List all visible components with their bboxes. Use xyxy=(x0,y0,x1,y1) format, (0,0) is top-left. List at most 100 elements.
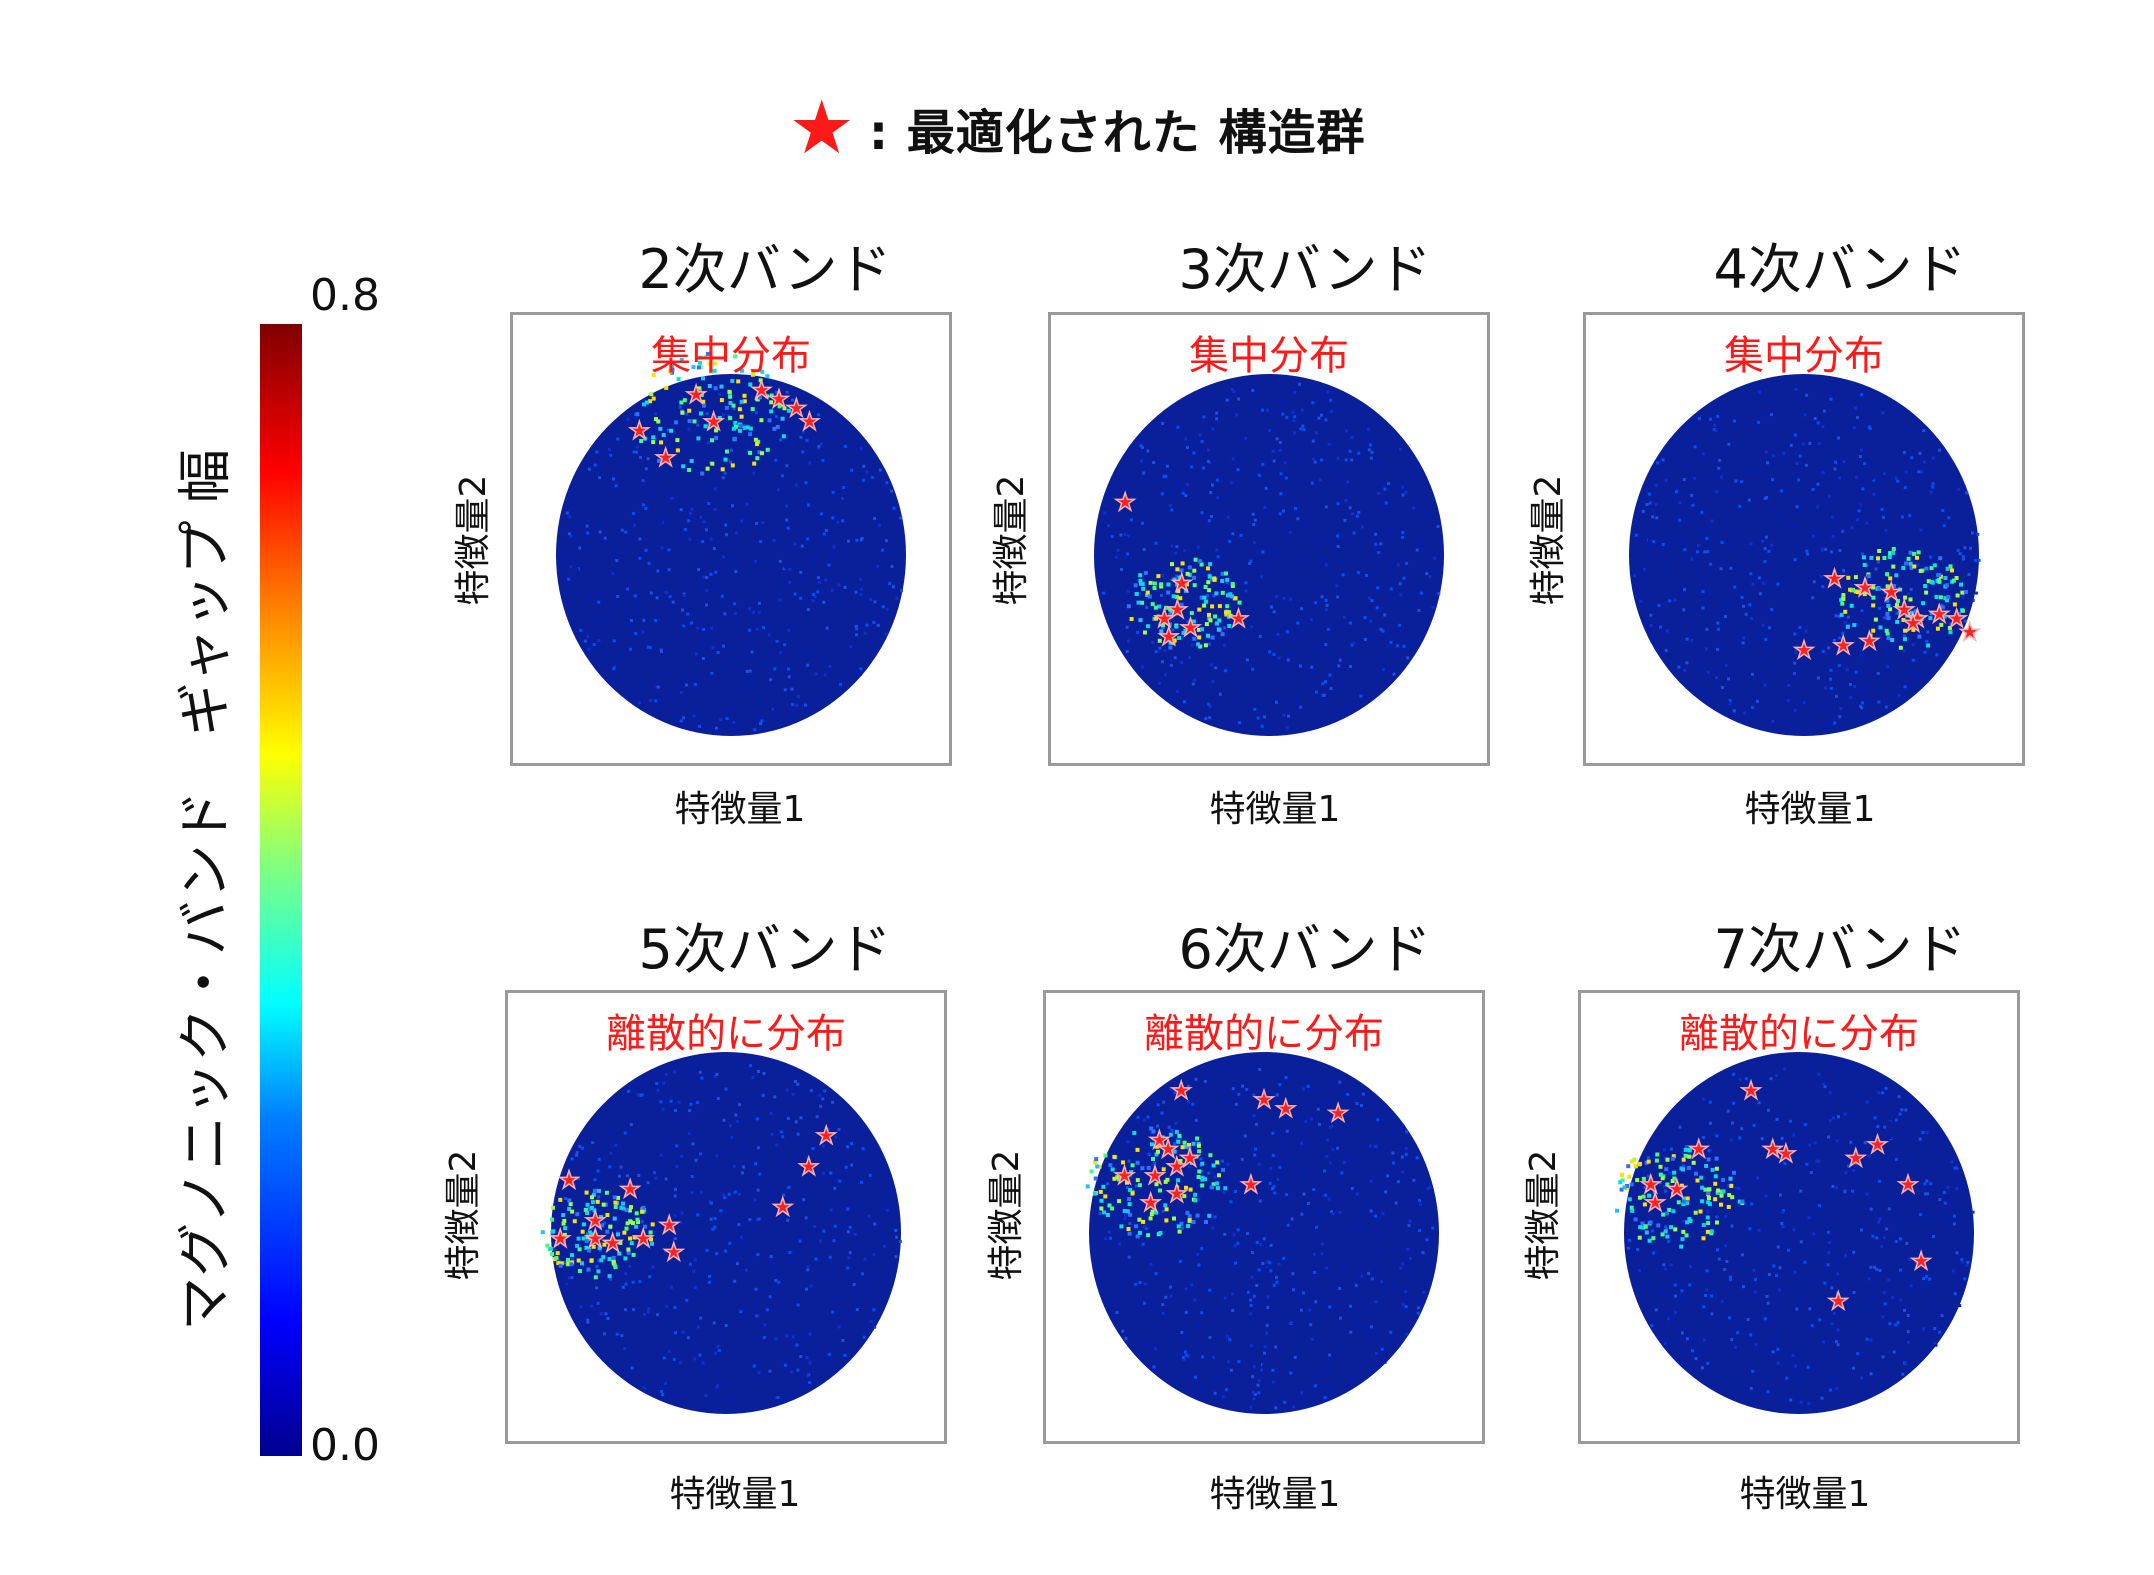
data-point xyxy=(1346,480,1350,484)
data-point xyxy=(1683,668,1687,672)
data-point xyxy=(1638,1268,1642,1272)
data-point xyxy=(1756,1208,1760,1212)
data-point xyxy=(1827,1135,1830,1139)
data-point xyxy=(783,643,787,647)
data-point xyxy=(1741,641,1745,645)
data-point xyxy=(1331,1148,1335,1152)
data-point xyxy=(1258,634,1262,638)
data-point xyxy=(579,628,583,632)
data-point-hot xyxy=(635,412,640,417)
data-point-hot xyxy=(554,1256,559,1260)
data-point xyxy=(709,572,713,576)
data-point xyxy=(722,1118,726,1122)
data-point-hot xyxy=(696,365,701,370)
data-point xyxy=(1258,1199,1262,1203)
data-point xyxy=(579,1305,583,1309)
data-point xyxy=(1932,1235,1936,1238)
data-point xyxy=(1687,647,1690,651)
data-point xyxy=(1257,1378,1261,1382)
data-point xyxy=(588,1223,592,1227)
data-point xyxy=(575,568,579,571)
data-point xyxy=(1897,693,1901,697)
data-point-hot xyxy=(708,419,713,424)
data-point xyxy=(809,1089,813,1093)
data-point xyxy=(1854,1155,1858,1159)
data-point-hot xyxy=(1705,1215,1710,1220)
data-point-hot xyxy=(1187,572,1192,577)
data-point xyxy=(1949,622,1953,626)
data-point xyxy=(1230,387,1234,391)
data-point xyxy=(1749,572,1753,576)
data-point-hot xyxy=(1197,607,1202,612)
data-point xyxy=(1302,1116,1306,1120)
data-point-hot xyxy=(1134,1224,1139,1229)
data-point xyxy=(1648,501,1652,505)
data-point-hot xyxy=(1099,1206,1104,1211)
data-point-hot xyxy=(639,439,644,443)
data-point xyxy=(1401,1170,1405,1174)
data-point-hot xyxy=(1169,636,1174,641)
data-point xyxy=(1271,1380,1275,1384)
data-point xyxy=(1348,1166,1352,1170)
data-point xyxy=(1782,451,1786,455)
data-point xyxy=(1107,1230,1111,1234)
data-point xyxy=(876,564,880,568)
data-point xyxy=(1835,1386,1839,1390)
data-point xyxy=(638,701,641,705)
data-point-hot xyxy=(1721,1178,1726,1182)
data-point xyxy=(1787,683,1790,687)
data-point xyxy=(1901,1372,1905,1376)
data-point xyxy=(660,650,663,654)
data-point-hot xyxy=(550,1252,554,1256)
data-point-hot xyxy=(1153,605,1158,610)
data-point xyxy=(678,1361,682,1365)
data-point xyxy=(1764,1194,1768,1198)
data-point xyxy=(1857,504,1861,508)
data-point-hot xyxy=(1625,1186,1630,1191)
data-point-hot xyxy=(1714,1166,1719,1171)
data-point xyxy=(1931,485,1935,489)
data-point xyxy=(658,1221,662,1225)
data-point-hot xyxy=(679,400,684,405)
data-point xyxy=(1865,1337,1869,1341)
data-point xyxy=(683,449,687,452)
data-point xyxy=(1829,668,1833,672)
data-point xyxy=(597,600,601,604)
data-point xyxy=(1757,420,1761,424)
data-point xyxy=(767,633,771,637)
data-point-hot xyxy=(705,466,710,471)
data-point xyxy=(1268,1261,1272,1265)
data-point xyxy=(599,1312,603,1316)
data-point xyxy=(1404,490,1408,494)
data-point-hot xyxy=(566,1257,570,1262)
data-point xyxy=(641,503,645,507)
data-point-hot xyxy=(777,404,782,409)
data-point xyxy=(1275,1093,1279,1097)
data-point xyxy=(1186,655,1190,659)
data-point xyxy=(1805,1162,1809,1166)
data-point xyxy=(1781,1210,1785,1214)
data-point xyxy=(646,1181,650,1185)
data-point-hot xyxy=(1693,1210,1698,1215)
data-point-hot xyxy=(654,417,658,422)
data-point xyxy=(742,424,746,428)
data-point xyxy=(1963,619,1967,623)
data-point xyxy=(1810,1279,1814,1282)
data-point-hot xyxy=(1912,564,1917,569)
data-point xyxy=(861,478,865,482)
data-point xyxy=(1154,1347,1158,1351)
data-point xyxy=(1146,1115,1150,1119)
data-point-hot xyxy=(1192,575,1197,580)
data-point xyxy=(1852,426,1856,430)
data-point xyxy=(1701,452,1705,456)
data-point xyxy=(1904,619,1908,623)
data-point xyxy=(1156,1124,1159,1128)
data-point xyxy=(741,1269,745,1273)
data-point-hot xyxy=(1627,1197,1632,1202)
data-point xyxy=(1143,1225,1146,1229)
data-point xyxy=(778,559,782,563)
data-point xyxy=(709,1201,713,1205)
data-point xyxy=(1213,1378,1217,1381)
data-point-hot xyxy=(1125,1209,1130,1214)
data-point-hot xyxy=(1220,632,1225,637)
